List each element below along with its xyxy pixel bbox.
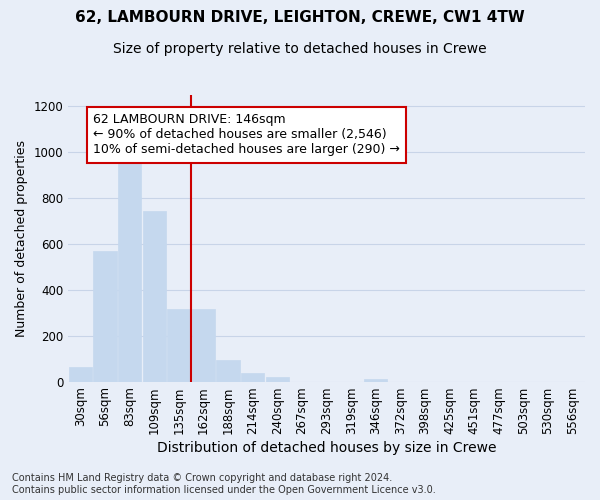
Bar (217, 360, 240, 382)
Text: Contains HM Land Registry data © Crown copyright and database right 2024.
Contai: Contains HM Land Registry data © Crown c… (12, 474, 436, 495)
Bar (167, 310, 191, 382)
Bar (241, 373, 265, 382)
Bar (143, 211, 166, 382)
Text: 62, LAMBOURN DRIVE, LEIGHTON, CREWE, CW1 4TW: 62, LAMBOURN DRIVE, LEIGHTON, CREWE, CW1… (75, 10, 525, 25)
Bar (364, 378, 388, 382)
Text: 62 LAMBOURN DRIVE: 146sqm
← 90% of detached houses are smaller (2,546)
10% of se: 62 LAMBOURN DRIVE: 146sqm ← 90% of detac… (93, 114, 400, 156)
Y-axis label: Number of detached properties: Number of detached properties (15, 140, 28, 337)
Text: Size of property relative to detached houses in Crewe: Size of property relative to detached ho… (113, 42, 487, 56)
Bar (192, 310, 215, 382)
Bar (69, 366, 92, 382)
X-axis label: Distribution of detached houses by size in Crewe: Distribution of detached houses by size … (157, 441, 496, 455)
Bar (94, 251, 117, 382)
Bar (118, 152, 142, 382)
Bar (266, 376, 289, 382)
